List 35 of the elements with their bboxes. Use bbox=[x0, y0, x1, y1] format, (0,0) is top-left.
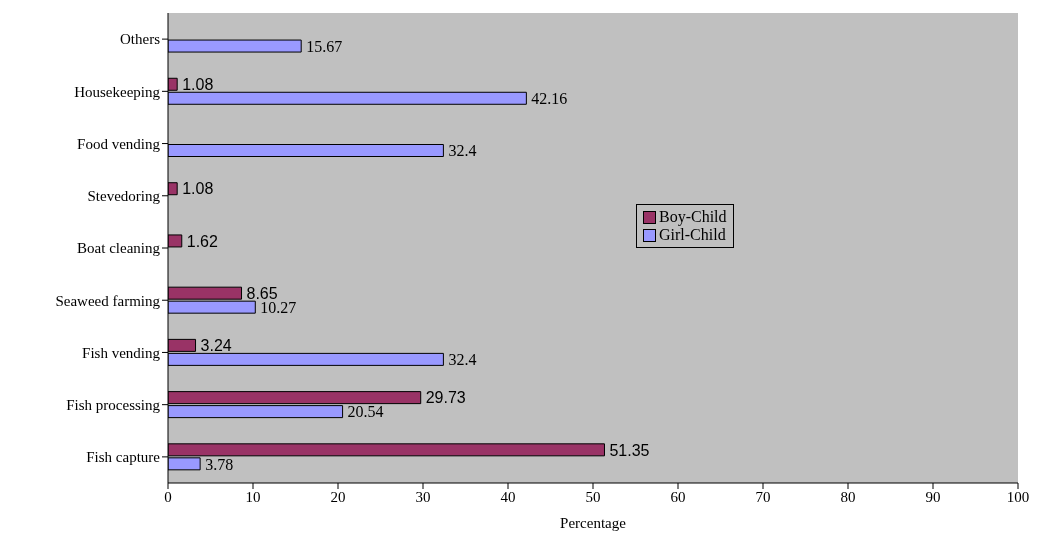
x-tick-label: 80 bbox=[840, 488, 856, 505]
y-tick-label: Seaweed farming bbox=[55, 292, 161, 309]
x-tick-label: 100 bbox=[1006, 488, 1030, 505]
data-label: 1.62 bbox=[186, 232, 219, 250]
x-tick-label: 20 bbox=[330, 488, 346, 505]
y-tick-label: Boat cleaning bbox=[77, 240, 161, 257]
data-label: 32.4 bbox=[448, 351, 477, 369]
data-label: 20.54 bbox=[347, 403, 384, 421]
data-label: 1.08 bbox=[182, 180, 214, 198]
x-tick-label: 90 bbox=[925, 488, 941, 505]
y-tick-label: Stevedoring bbox=[87, 188, 161, 205]
y-tick-label: Fish vending bbox=[82, 344, 161, 361]
data-label: 1.08 bbox=[182, 75, 214, 93]
y-tick-label: Others bbox=[120, 31, 161, 48]
legend-label: Boy-Child bbox=[659, 208, 727, 226]
x-tick-label: 60 bbox=[670, 488, 686, 505]
data-label: 15.67 bbox=[306, 37, 343, 55]
legend-label: Girl-Child bbox=[659, 226, 726, 244]
x-tick-label: 0 bbox=[164, 488, 172, 505]
x-tick-label: 70 bbox=[755, 488, 771, 505]
x-tick-label: 30 bbox=[415, 488, 431, 505]
x-tick-label: 40 bbox=[500, 488, 516, 505]
data-label: 3.78 bbox=[205, 455, 234, 473]
x-tick-label: 10 bbox=[245, 488, 261, 505]
x-axis-title: Percentage bbox=[560, 515, 627, 531]
y-tick-label: Food vending bbox=[77, 135, 161, 152]
y-tick-label: Fish capture bbox=[86, 449, 161, 466]
data-label: 51.35 bbox=[609, 441, 650, 459]
data-label: 42.16 bbox=[531, 89, 568, 107]
x-tick-label: 50 bbox=[585, 488, 601, 505]
data-label: 29.73 bbox=[425, 389, 466, 407]
y-tick-label: Housekeeping bbox=[74, 83, 161, 100]
data-label: 3.24 bbox=[200, 337, 232, 355]
y-tick-label: Fish processing bbox=[66, 396, 161, 413]
data-label: 32.4 bbox=[448, 142, 477, 160]
